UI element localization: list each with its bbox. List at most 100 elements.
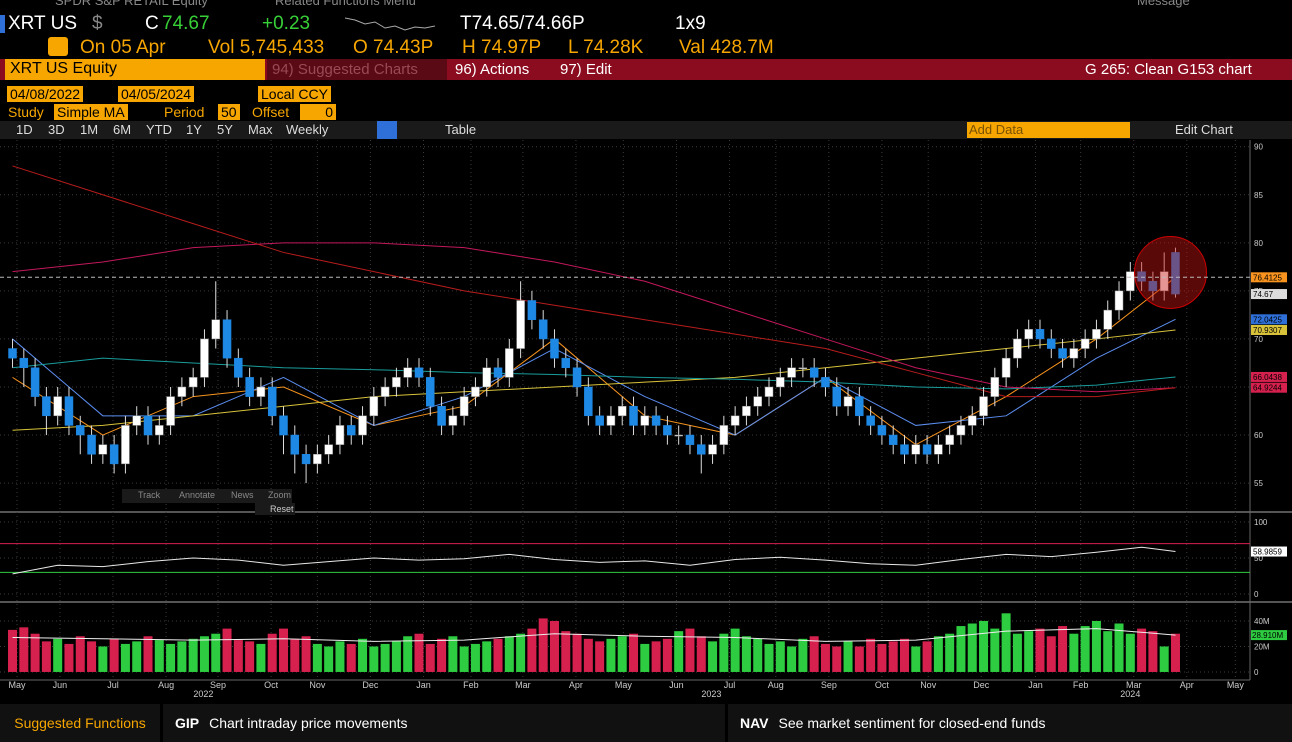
volume-bar — [346, 643, 356, 672]
value-tag — [1251, 314, 1287, 325]
x-tick-label: May — [615, 680, 633, 690]
year-label: 2024 — [1120, 689, 1140, 699]
volume-bar — [1058, 626, 1068, 672]
candle-body — [967, 415, 977, 426]
volume-bar — [267, 633, 277, 672]
candle-body — [403, 367, 412, 378]
candle-body — [832, 386, 842, 407]
y-tick-label: 55 — [1254, 479, 1263, 488]
message[interactable]: Message — [1137, 0, 1190, 8]
candle-body — [437, 405, 446, 426]
y-tick-label: 60 — [1254, 431, 1263, 440]
volume-bar — [222, 628, 232, 672]
candle-body — [459, 396, 469, 417]
edit[interactable]: 97) Edit — [560, 61, 612, 78]
value-label: 76.4125 — [1253, 273, 1282, 282]
candle-body — [76, 425, 85, 436]
volume-bar — [866, 638, 876, 672]
range[interactable]: Max — [248, 122, 273, 137]
volume-bar — [911, 646, 921, 672]
range[interactable]: 1Y — [186, 122, 202, 137]
candle-body — [64, 396, 74, 426]
end-date[interactable]: 04/05/2024 — [118, 86, 195, 102]
actions[interactable]: 96) Actions — [455, 61, 530, 78]
volume-bar — [933, 636, 943, 672]
range[interactable]: 6M — [113, 122, 132, 137]
alert-icon[interactable] — [48, 37, 68, 56]
x-tick-label: Apr — [569, 680, 583, 690]
candle-body — [979, 396, 988, 417]
period[interactable]: 50 — [218, 104, 240, 120]
range[interactable]: 1D — [16, 122, 33, 137]
start-date[interactable]: 04/08/2022 — [7, 86, 84, 102]
candle-body — [155, 425, 164, 436]
volume-bar — [956, 626, 966, 672]
candle-body — [200, 338, 209, 378]
footer-panel[interactable]: GIP Chart intraday price movements — [163, 704, 725, 742]
range[interactable]: 1M — [80, 122, 99, 137]
top-security[interactable]: SPDR S&P RETAIL Equity — [55, 0, 208, 8]
tool[interactable]: Track — [138, 490, 161, 500]
moving-average — [12, 357, 1176, 390]
related-menu[interactable]: Related Functions Menu — [275, 0, 416, 8]
security-box[interactable] — [5, 59, 265, 80]
x-tick-label: Nov — [309, 680, 326, 690]
y-tick-label: 50 — [1254, 554, 1263, 563]
suggested-functions[interactable]: Suggested Functions — [0, 704, 160, 742]
volume-bar — [312, 643, 322, 672]
candle-body — [809, 367, 819, 378]
volume-bar — [708, 641, 718, 672]
volume-bar — [1170, 633, 1180, 672]
chart-name[interactable]: G 265: Clean G153 chart — [1085, 61, 1252, 78]
volume-bar — [188, 638, 198, 672]
table[interactable]: Table — [445, 122, 477, 137]
volume-bar — [75, 636, 85, 672]
volume-bar — [1091, 620, 1101, 672]
candle-body — [392, 377, 401, 388]
add-data-box[interactable] — [967, 122, 1130, 138]
volume-bar — [290, 638, 300, 672]
tool[interactable]: Zoom — [268, 490, 292, 500]
volume-bar — [233, 640, 243, 672]
volume-bar — [1103, 631, 1113, 672]
candle-body — [1047, 338, 1056, 349]
tool[interactable]: News — [231, 490, 254, 500]
volume-bar — [19, 627, 29, 672]
footer-panel[interactable]: NAV See market sentiment for closed-end f… — [728, 704, 1292, 742]
volume-bar — [470, 643, 480, 672]
volume-bar — [166, 643, 176, 672]
x-tick-label: Aug — [768, 680, 784, 690]
candle-body — [53, 396, 62, 417]
volume-bar — [1125, 633, 1135, 672]
volume-bar — [482, 641, 492, 672]
volume-bar — [1024, 631, 1034, 672]
currency-mode[interactable]: Local CCY — [258, 86, 331, 102]
range[interactable]: YTD — [146, 122, 172, 137]
x-tick-label: Oct — [875, 680, 890, 690]
range[interactable]: 5Y — [217, 122, 233, 137]
candle-body — [448, 415, 458, 426]
suggested-box[interactable] — [267, 59, 447, 80]
edit-chart[interactable]: Edit Chart — [1175, 122, 1233, 137]
value-label: 66.0438 — [1253, 373, 1282, 382]
candle-body — [505, 348, 514, 378]
candle-body — [1126, 271, 1135, 292]
chart-type-icon[interactable] — [377, 121, 397, 139]
range[interactable]: 3D — [48, 122, 65, 137]
candle-body — [1114, 290, 1124, 311]
volume-bar — [504, 636, 514, 672]
volume-bar — [629, 633, 639, 672]
frequency[interactable]: Weekly — [286, 122, 329, 137]
study[interactable]: Simple MA — [54, 104, 128, 120]
candle-body — [934, 444, 943, 455]
volume-bar — [685, 628, 695, 672]
volume-bar — [967, 623, 977, 672]
reset-box[interactable] — [255, 503, 295, 515]
candle-body — [188, 377, 198, 388]
quote-open: O 74.43P — [353, 37, 434, 58]
tool[interactable]: Annotate — [179, 490, 216, 500]
volume-bar — [358, 638, 368, 672]
offset[interactable]: 0 — [300, 104, 336, 120]
candle-body — [674, 434, 683, 437]
year-label: 2022 — [193, 689, 213, 699]
